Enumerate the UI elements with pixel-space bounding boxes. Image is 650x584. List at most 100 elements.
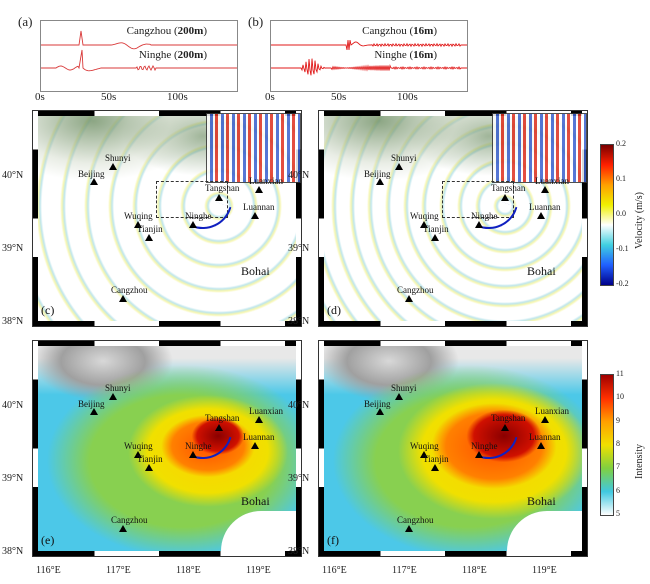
inset-map — [492, 113, 587, 183]
station-label: Ninghe — [471, 441, 498, 451]
station-label: Wuqing — [124, 441, 153, 451]
sea-label: Bohai — [241, 494, 270, 508]
time-tick: 100s — [167, 91, 188, 103]
map-frame — [296, 341, 301, 556]
station-marker-icon — [420, 221, 428, 228]
station-marker-icon — [255, 186, 263, 193]
trace-label-bottom: Ninghe (16m) — [374, 49, 437, 61]
depth: 200m — [177, 25, 204, 37]
lat-label: 39°N — [288, 473, 310, 484]
time-tick: 0s — [35, 91, 45, 103]
station-label: Luannan — [243, 432, 275, 442]
map-frame — [33, 111, 38, 326]
sea-label: Bohai — [241, 264, 270, 278]
lat-label: 40°N — [2, 170, 24, 181]
station-label: Cangzhou — [111, 285, 148, 295]
colorbar-tick: 0.0 — [616, 209, 626, 218]
trace-label-top: Cangzhou (16m) — [362, 25, 437, 37]
station-label: Shunyi — [391, 153, 417, 163]
station-label: Cangzhou — [397, 515, 434, 525]
colorbar-tick: 5 — [616, 509, 620, 518]
station-marker-icon — [541, 416, 549, 423]
station-label: Wuqing — [124, 211, 153, 221]
station-label: Beijing — [364, 399, 391, 409]
colorbar-tick: 8 — [616, 439, 620, 448]
station-name: Cangzhou — [362, 25, 407, 37]
station-marker-icon — [475, 451, 483, 458]
station-label: Ninghe — [185, 441, 212, 451]
sea-white — [507, 511, 587, 556]
station-label: Tangshan — [491, 413, 526, 423]
station-label: Ninghe — [185, 211, 212, 221]
lon-label: 118°E — [462, 565, 487, 576]
station-label: Luanxian — [249, 406, 283, 416]
station-marker-icon — [537, 212, 545, 219]
station-marker-icon — [537, 442, 545, 449]
station-label: Cangzhou — [111, 515, 148, 525]
sea-label: Bohai — [527, 264, 556, 278]
lon-label: 117°E — [392, 565, 417, 576]
station-label: Wuqing — [410, 441, 439, 451]
station-name: Ninghe — [138, 49, 172, 61]
colorbar-tick: 7 — [616, 462, 620, 472]
station-marker-icon — [395, 393, 403, 400]
station-marker-icon — [475, 221, 483, 228]
station-label: Luannan — [529, 432, 561, 442]
map-frame — [319, 551, 587, 556]
map-frame — [319, 321, 587, 326]
time-tick: 50s — [101, 91, 117, 103]
map-frame — [319, 111, 324, 326]
lat-label: 39°N — [2, 243, 24, 254]
colorbar-title: Velocity (m/s) — [634, 192, 645, 249]
map-panel: Shunyi Beijing Tangshan Luanxian Luannan Wuqi… — [318, 340, 588, 557]
time-tick: 50s — [331, 91, 347, 103]
lon-label: 119°E — [246, 565, 271, 576]
map-frame — [319, 341, 587, 346]
station-label: Luannan — [529, 202, 561, 212]
lat-label: 38°N — [2, 316, 24, 327]
lon-label: 117°E — [106, 565, 131, 576]
lat-label: 40°N — [2, 400, 24, 411]
depth: 16m — [413, 49, 434, 61]
lat-label: 38°N — [2, 546, 24, 557]
depth: 200m — [177, 49, 204, 61]
station-label: Cangzhou — [397, 285, 434, 295]
map-panel: Shunyi Beijing Tangshan Luanxian Luannan Wuqi… — [318, 110, 588, 327]
trace-label-top: Cangzhou (200m) — [126, 25, 207, 37]
lon-label: 118°E — [176, 565, 201, 576]
station-marker-icon — [405, 295, 413, 302]
lat-label: 38°N — [288, 316, 310, 327]
colorbar-tick: 11 — [616, 369, 624, 378]
lat-label: 39°N — [2, 473, 24, 484]
station-name: Cangzhou — [126, 25, 172, 37]
map-frame — [582, 111, 587, 326]
map-frame — [33, 341, 38, 556]
station-label: Tianjin — [137, 454, 163, 464]
lat-label: 40°N — [288, 170, 310, 181]
depth: 16m — [413, 25, 434, 37]
station-label: Tangshan — [205, 183, 240, 193]
station-label: Tianjin — [423, 454, 449, 464]
station-label: Tangshan — [205, 413, 240, 423]
waveform-plot: Cangzhou (16m) Ninghe (16m) — [270, 20, 468, 92]
panel-label: (b) — [248, 14, 264, 29]
station-marker-icon — [189, 221, 197, 228]
station-marker-icon — [134, 221, 142, 228]
sea-label: Bohai — [527, 494, 556, 508]
station-marker-icon — [541, 186, 549, 193]
station-marker-icon — [420, 451, 428, 458]
map-frame — [319, 111, 587, 116]
station-marker-icon — [431, 464, 439, 471]
station-label: Luanxian — [535, 406, 569, 416]
station-label: Tangshan — [491, 183, 526, 193]
waveform-svg — [41, 30, 237, 72]
station-marker-icon — [109, 393, 117, 400]
station-label: Shunyi — [105, 153, 131, 163]
station-marker-icon — [90, 178, 98, 185]
station-marker-icon — [501, 424, 509, 431]
station-marker-icon — [431, 234, 439, 241]
station-marker-icon — [255, 416, 263, 423]
station-marker-icon — [119, 525, 127, 532]
waveform-svg — [271, 39, 467, 76]
